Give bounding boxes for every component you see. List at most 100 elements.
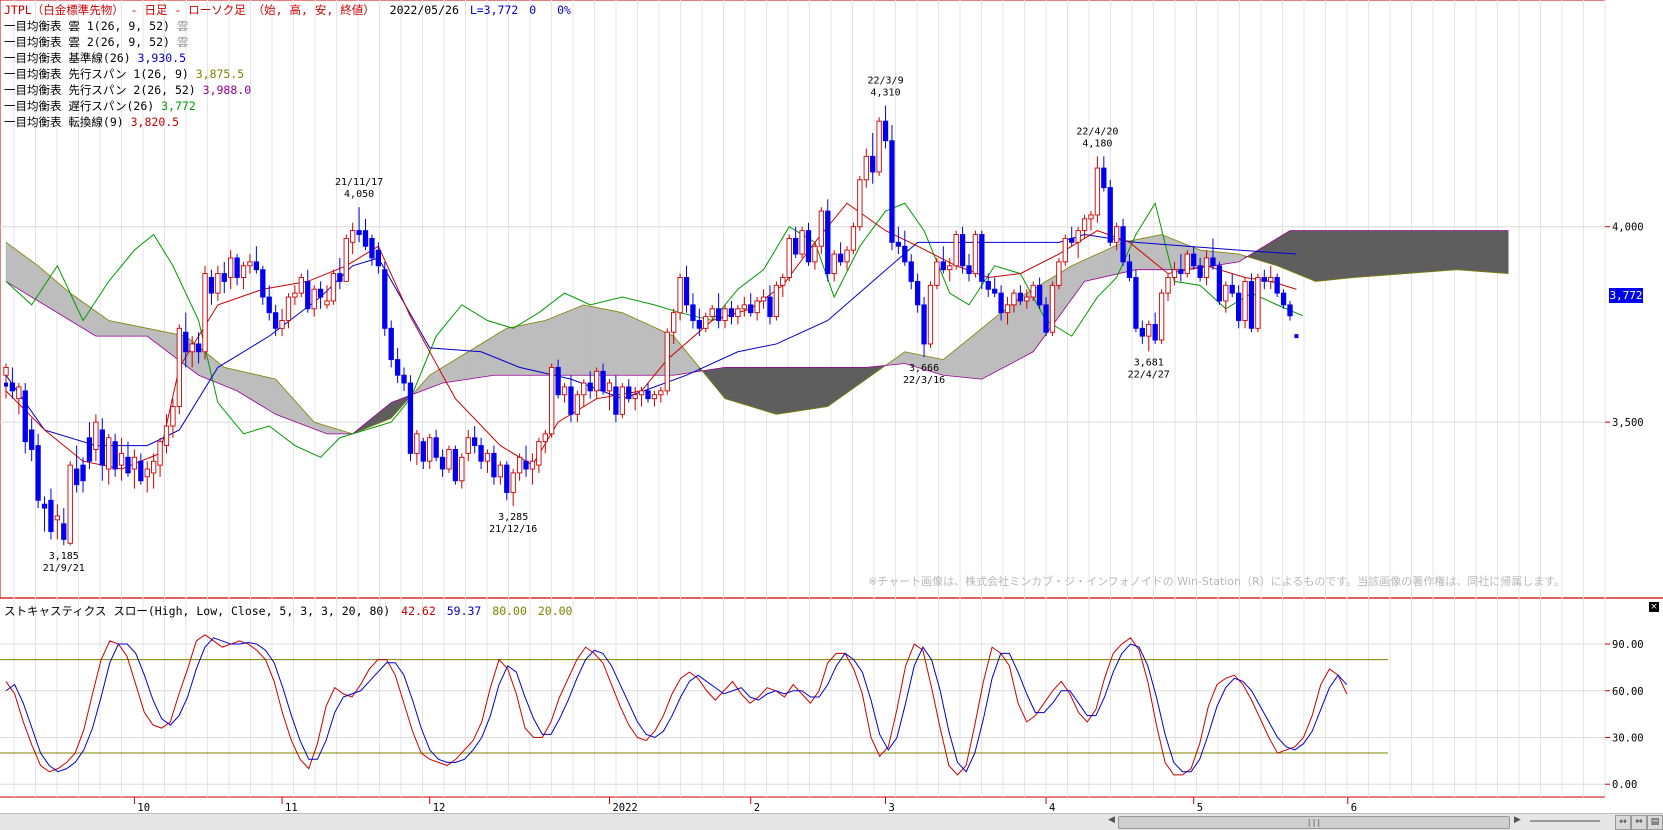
candle-body <box>343 237 349 282</box>
cloud-segment <box>1148 235 1156 270</box>
candle-body <box>696 320 703 329</box>
annotation-label: 4,050 <box>344 189 374 200</box>
candle-body <box>972 234 979 275</box>
candle-body <box>1210 257 1216 267</box>
cloud-segment <box>647 324 655 376</box>
candle-body <box>272 312 279 329</box>
indicator-legend-item: 一目均衡表 先行スパン 1(26, 9) 3,875.5 <box>4 66 244 82</box>
candle-body <box>914 280 921 306</box>
cloud-segment <box>1450 230 1458 271</box>
cloud-segment <box>583 304 591 376</box>
cloud-segment <box>1225 252 1233 265</box>
candle-body <box>1056 261 1062 286</box>
cloud-segment <box>1283 230 1291 272</box>
close-pane-icon[interactable]: × <box>1649 602 1659 612</box>
cloud-segment <box>500 327 508 376</box>
stochastic-d-value: 59.37 <box>446 604 482 618</box>
candle-body <box>953 234 959 267</box>
candle-body <box>927 284 934 345</box>
candle-body <box>125 456 131 474</box>
candle-body <box>805 230 812 263</box>
cloud-segment <box>1334 230 1342 280</box>
indicator-legend-item: 一目均衡表 雲 2(26, 9, 52) 雲 <box>4 34 188 50</box>
scrollbar-thumb[interactable]: ||| <box>1118 816 1510 829</box>
cloud-segment <box>102 315 109 337</box>
candle-body <box>529 460 536 470</box>
candle-body <box>176 327 182 407</box>
candle-body <box>1094 167 1101 216</box>
stoch-tick-label: 90.00 <box>1612 639 1644 651</box>
cloud-segment <box>1379 230 1387 276</box>
cloud-segment <box>788 367 796 413</box>
candle-body <box>934 261 940 286</box>
candle-body <box>677 277 683 314</box>
horizontal-scrollbar[interactable]: ◀ ||| ▶ ↔ ⇔ ▤ <box>0 813 1663 830</box>
cloud-segment <box>281 385 289 420</box>
candle-body <box>1139 327 1145 337</box>
cloud-segment <box>551 314 559 376</box>
indicator-value: 3,875.5 <box>188 67 245 81</box>
cloud-segment <box>1463 230 1471 271</box>
zoom-slider[interactable] <box>1530 820 1600 822</box>
candle-body <box>998 292 1004 314</box>
candle-body <box>889 140 895 243</box>
cloud-segment <box>18 251 26 294</box>
cloud-segment <box>506 326 514 376</box>
candle-body <box>1107 187 1113 243</box>
cloud-segment <box>1469 230 1477 272</box>
candle-body <box>549 366 555 435</box>
indicator-label: 一目均衡表 雲 1(26, 9, 52) <box>4 19 170 33</box>
cloud-segment <box>545 317 552 376</box>
cloud-segment <box>962 338 970 379</box>
cloud-segment <box>756 367 764 411</box>
candle-body <box>825 210 831 275</box>
stochastic-lower-value: 20.00 <box>537 604 573 618</box>
annotation-label: 22/4/20 <box>1076 126 1118 137</box>
stoch-tick-label: 60.00 <box>1612 686 1644 698</box>
candle-body <box>1287 304 1293 317</box>
zoom-in-icon[interactable]: ⇔ <box>1631 815 1647 830</box>
candle-body <box>979 234 985 282</box>
candle-body <box>1081 218 1088 232</box>
cloud-segment <box>108 320 116 337</box>
cloud-segment <box>577 304 585 376</box>
time-tick-label: 12 <box>433 802 446 814</box>
candle-body <box>1280 292 1287 306</box>
candle-body <box>208 277 215 294</box>
cloud-segment <box>5 241 13 286</box>
cloud-segment <box>512 325 520 376</box>
indicator-label: 一目均衡表 先行スパン 1(26, 9) <box>4 67 189 81</box>
zoom-out-icon[interactable]: ↔ <box>1615 815 1631 830</box>
cloud-segment <box>988 317 995 377</box>
annotation-label: 3,681 <box>1134 357 1164 368</box>
scroll-left-icon[interactable]: ◀ <box>1108 815 1115 825</box>
annotation-label: 22/3/16 <box>903 375 945 386</box>
fit-icon[interactable]: ▤ <box>1647 815 1663 830</box>
cloud-segment <box>1084 256 1092 282</box>
cloud-segment <box>114 321 122 337</box>
candle-body <box>959 234 966 267</box>
candle-body <box>837 253 844 263</box>
scroll-right-icon[interactable]: ▶ <box>1514 815 1521 825</box>
cloud-segment <box>564 309 572 376</box>
indicator-label: 一目均衡表 基準線(26) <box>4 51 131 65</box>
candle-body <box>709 308 715 318</box>
candle-body <box>478 445 484 462</box>
candle-body <box>234 257 240 278</box>
candle-body <box>369 237 375 259</box>
stoch-k-line <box>5 634 1348 776</box>
candle-body <box>940 261 946 271</box>
cloud-segment <box>121 322 129 337</box>
candle-body <box>41 503 48 509</box>
cloud-segment <box>679 343 687 375</box>
time-tick-label: 10 <box>137 802 150 814</box>
indicator-value: 3,772 <box>154 99 196 113</box>
cloud-segment <box>1347 230 1355 279</box>
candle-body <box>1043 304 1049 333</box>
cloud-segment <box>795 367 803 412</box>
stochastic-upper-value: 80.00 <box>492 604 527 618</box>
cloud-segment <box>1373 230 1381 277</box>
candle-body <box>1165 277 1171 294</box>
candle-body <box>215 273 221 294</box>
candle-body <box>401 374 407 384</box>
